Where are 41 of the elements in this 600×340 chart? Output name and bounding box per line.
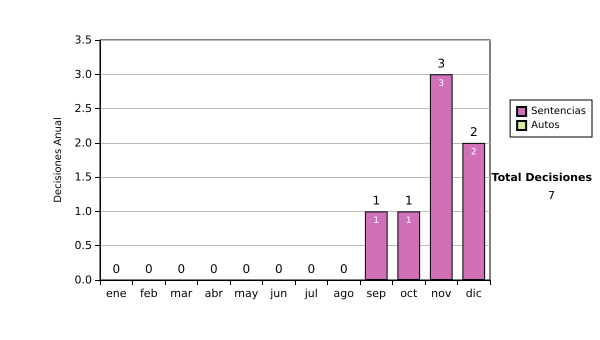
y-tick-label: 3.0: [74, 68, 92, 81]
total-label: 0: [144, 262, 153, 276]
total-label: 0: [177, 262, 186, 276]
legend-label: Sentencias: [531, 106, 586, 117]
total-label: 0: [242, 262, 250, 276]
x-tick-label: ago: [334, 287, 354, 300]
x-tick-label: dic: [466, 287, 482, 300]
legend-label: Autos: [531, 120, 560, 131]
total-label: 0: [274, 262, 283, 276]
data-label: 3: [438, 78, 444, 89]
total-label: 0: [112, 262, 120, 276]
data-label: 1: [406, 216, 412, 226]
text: Total Decisiones: [492, 171, 592, 184]
data-label: 2: [470, 147, 477, 158]
x-tick-label: feb: [140, 287, 158, 300]
y-tick-label: 0.0: [74, 274, 92, 286]
x-tick-label: sep: [366, 287, 386, 300]
total-label: 2: [470, 124, 478, 139]
total-label: 1: [404, 193, 413, 208]
total-label: 0: [307, 262, 316, 276]
x-tick-label: oct: [400, 287, 418, 300]
y-tick-label: 2.0: [74, 136, 92, 150]
total-label: 3: [437, 56, 446, 70]
y-tick-label: 1.5: [74, 170, 92, 184]
x-tick-label: ene: [106, 287, 127, 300]
x-tick-label: abr: [204, 287, 224, 300]
x-tick-label: jul: [304, 287, 318, 300]
y-tick-label: 1.0: [74, 204, 92, 218]
y-tick-label: 0.5: [74, 239, 92, 252]
total-label: 0: [340, 262, 348, 276]
x-tick-label: jun: [269, 287, 288, 300]
total-label: 1: [372, 193, 380, 208]
x-tick-label: nov: [431, 287, 452, 300]
y-axis-title: Decisiones Anual: [53, 117, 64, 203]
y-tick-label: 3.5: [74, 34, 92, 46]
x-tick-label: mar: [170, 287, 193, 300]
text: 7: [548, 189, 555, 202]
x-tick-label: may: [234, 287, 259, 300]
total-label: 0: [210, 262, 218, 276]
data-label: 1: [373, 216, 380, 226]
y-tick-label: 2.5: [74, 102, 92, 116]
